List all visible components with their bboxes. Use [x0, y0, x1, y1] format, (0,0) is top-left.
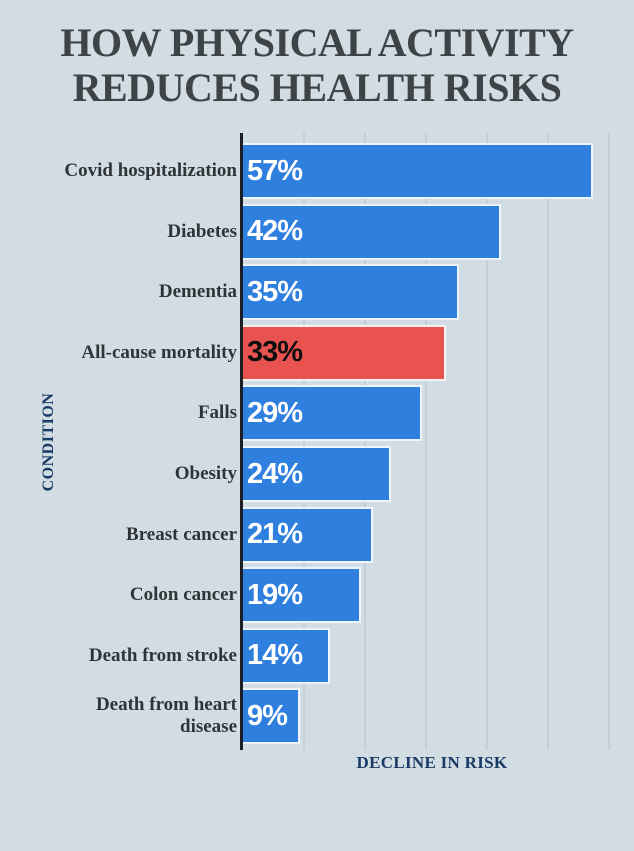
value-label: 33%: [247, 336, 303, 369]
category-label: Obesity: [174, 463, 237, 484]
category-label: All-cause mortality: [81, 341, 237, 363]
bar-row: Dementia 35%: [0, 264, 634, 321]
value-label: 57%: [247, 154, 303, 187]
category-label: Covid hospitalization: [64, 160, 237, 181]
bar-row: Death from stroke 14%: [0, 627, 634, 684]
bar-row: All-cause mortality 33%: [0, 324, 634, 381]
y-axis-title: CONDITION: [40, 392, 57, 492]
bar: 29%: [243, 385, 422, 442]
value-label: 21%: [247, 518, 303, 551]
bar-row: Diabetes 42%: [0, 203, 634, 260]
gridline-30-percent: [425, 133, 427, 750]
bar-row: Obesity 24%: [0, 446, 634, 502]
gridline-20-percent: [364, 133, 366, 750]
bar: 24%: [243, 446, 392, 502]
gridline-40-percent: [486, 133, 488, 750]
bar-row: Covid hospitalization 57%: [0, 143, 634, 199]
category-label: Colon cancer: [129, 584, 237, 606]
gridline-50-percent: [547, 133, 549, 750]
bar-row: Falls 29%: [0, 385, 634, 442]
bar-highlighted: 33%: [243, 324, 447, 381]
bar: 9%: [243, 688, 300, 745]
value-label: 42%: [247, 215, 303, 248]
category-label: Death from heart disease: [95, 694, 237, 738]
value-label: 35%: [247, 275, 303, 308]
category-label: Death from stroke: [88, 644, 237, 666]
category-label: Dementia: [158, 281, 237, 303]
bar: 42%: [243, 203, 502, 260]
bar-row: Breast cancer 21%: [0, 506, 634, 563]
bar: 35%: [243, 264, 459, 321]
bar-row: Colon cancer 19%: [0, 567, 634, 624]
value-label: 14%: [247, 639, 303, 672]
bar: 57%: [243, 143, 593, 199]
chart-title: HOW PHYSICAL ACTIVITY REDUCES HEALTH RIS…: [0, 20, 634, 110]
y-axis-line: [240, 133, 243, 750]
category-label: Falls: [197, 402, 237, 424]
x-axis-title: DECLINE IN RISK: [356, 753, 508, 772]
bar-row: Death from heart disease 9%: [0, 688, 634, 745]
value-label: 24%: [247, 457, 303, 490]
category-label: Diabetes: [167, 220, 237, 242]
chart-title-line2: REDUCES HEALTH RISKS: [72, 65, 562, 110]
bar: 21%: [243, 506, 374, 563]
value-label: 29%: [247, 396, 303, 429]
gridline-10-percent: [303, 133, 305, 750]
bar: 19%: [243, 567, 361, 624]
chart-title-line1: HOW PHYSICAL ACTIVITY: [60, 20, 574, 65]
gridline-60-percent: [608, 133, 610, 750]
value-label: 9%: [247, 699, 288, 732]
bar: 14%: [243, 627, 331, 684]
category-label: Breast cancer: [126, 523, 237, 545]
value-label: 19%: [247, 578, 303, 611]
